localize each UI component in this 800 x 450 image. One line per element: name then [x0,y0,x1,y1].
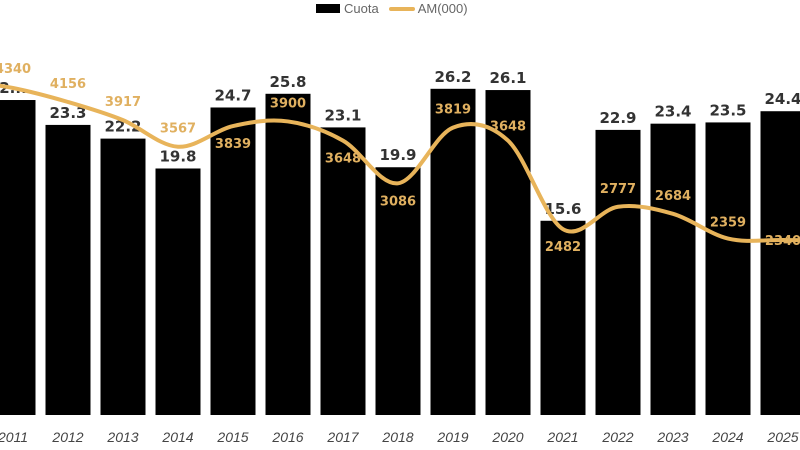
line-label-2022: 2777 [600,182,636,197]
line-label-2019: 3819 [435,103,471,118]
x-tick-2025: 2025 [766,429,798,445]
x-tick-2023: 2023 [656,429,688,445]
line-am [0,83,800,243]
bar-2017 [320,127,366,415]
line-label-2016: 3900 [270,96,306,111]
x-tick-2016: 2016 [271,429,303,445]
bar-2012 [45,124,91,415]
x-tick-2022: 2022 [601,429,633,445]
bar-2018 [375,167,421,415]
bar-label-2018: 19.9 [379,146,416,164]
x-tick-2020: 2020 [491,429,523,445]
legend-label-am: AM(000) [417,1,468,16]
bar-2013 [100,138,146,416]
x-tick-2024: 2024 [711,429,743,445]
bar-label-2015: 24.7 [214,86,251,104]
bar-label-2024: 23.5 [709,101,746,119]
bar-2022 [595,129,641,415]
x-tick-2011: 2011 [0,429,28,445]
legend-label-cuota: Cuota [344,1,379,16]
line-label-2012: 4156 [50,77,86,92]
legend-swatch-cuota [316,4,340,13]
bar-label-2016: 25.8 [269,73,306,91]
line-label-2025: 2340 [765,234,800,249]
x-tick-2019: 2019 [436,429,468,445]
bar-label-2013: 22.2 [104,118,141,136]
bar-2011 [0,100,36,415]
line-label-2013: 3917 [105,95,141,110]
line-label-2017: 3648 [325,152,361,167]
x-tick-2013: 2013 [106,429,138,445]
bar-2025 [760,111,800,415]
line-label-2023: 2684 [655,189,691,204]
line-label-2021: 2482 [545,240,581,255]
line-label-2018: 3086 [380,194,416,209]
legend: Cuota AM(000) [316,1,468,16]
bar-2016 [265,93,311,415]
line-label-2014: 3567 [160,122,196,137]
bar-label-2020: 26.1 [489,69,526,87]
bar-2023 [650,123,696,416]
bar-label-2017: 23.1 [324,106,361,124]
bar-label-2014: 19.8 [159,147,196,165]
bar-2019 [430,88,476,415]
bar-label-2022: 22.9 [599,109,636,127]
x-tick-2018: 2018 [381,429,413,445]
legend-swatch-am [388,6,415,11]
bar-label-2012: 23.3 [49,104,86,122]
x-tick-2014: 2014 [161,429,193,445]
bar-2021 [540,220,586,415]
bar-label-2021: 15.6 [544,200,581,218]
bar-2014 [155,168,201,415]
bar-2015 [210,107,256,416]
bar-label-2025: 24.4 [764,90,800,108]
bar-2020 [485,90,531,416]
line-label-2011: 4340 [0,62,31,77]
x-tick-2012: 2012 [51,429,83,445]
bar-2024 [705,122,751,416]
bar-label-2019: 26.2 [434,68,471,86]
bar-label-2023: 23.4 [654,103,691,121]
line-label-2015: 3839 [215,137,251,152]
x-tick-2015: 2015 [216,429,248,445]
line-label-2020: 3648 [490,120,526,135]
x-tick-2017: 2017 [326,429,359,445]
line-label-2024: 2359 [710,216,746,231]
x-tick-2021: 2021 [546,429,578,445]
